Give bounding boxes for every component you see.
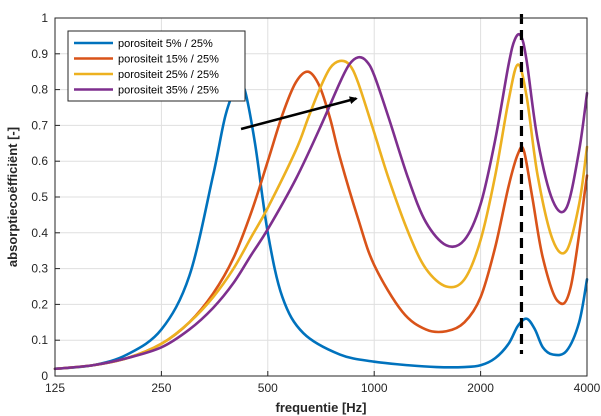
legend-entry-4: porositeit 35% / 25%: [118, 85, 219, 97]
y-tick-label: 0: [41, 369, 48, 383]
y-tick-label: 0.1: [31, 333, 48, 347]
y-tick-label: 0.4: [31, 226, 48, 240]
x-tick-label: 250: [151, 381, 171, 395]
y-axis-label: absorptiecoëfficiënt [-]: [5, 127, 20, 267]
y-tick-label: 0.2: [31, 297, 48, 311]
y-tick-label: 0.6: [31, 154, 48, 168]
y-tick-label: 0.9: [31, 47, 48, 61]
y-tick-label: 0.8: [31, 83, 48, 97]
legend-entry-1: porositeit 5% / 25%: [118, 38, 213, 50]
trend-arrow: [240, 96, 358, 131]
x-tick-label: 125: [45, 381, 65, 395]
tick-labels: 125 250 500 1000 2000 4000 0 0.1 0.2 0.3 0.4 0.5 0.6…: [31, 11, 600, 395]
y-tick-label: 0.7: [31, 118, 48, 132]
series-line-2: [53, 70, 589, 371]
series-lines: [53, 32, 589, 371]
x-tick-label: 4000: [574, 381, 601, 395]
y-tick-label: 0.5: [31, 190, 48, 204]
x-tick-label: 1000: [361, 381, 388, 395]
legend-entry-2: porositeit 15% / 25%: [118, 54, 219, 66]
legend-entry-3: porositeit 25% / 25%: [118, 69, 219, 81]
y-tick-label: 0.3: [31, 262, 48, 276]
legend: porositeit 5% / 25% porositeit 15% / 25% p…: [67, 30, 246, 102]
series-line-3: [53, 59, 589, 371]
series-line-1: [53, 81, 589, 371]
series-line-4: [53, 32, 589, 371]
x-tick-label: 2000: [467, 381, 494, 395]
annotations: [240, 14, 524, 354]
y-tick-label: 1: [41, 11, 48, 25]
x-tick-label: 500: [258, 381, 278, 395]
x-axis-label: frequentie [Hz]: [276, 400, 367, 415]
